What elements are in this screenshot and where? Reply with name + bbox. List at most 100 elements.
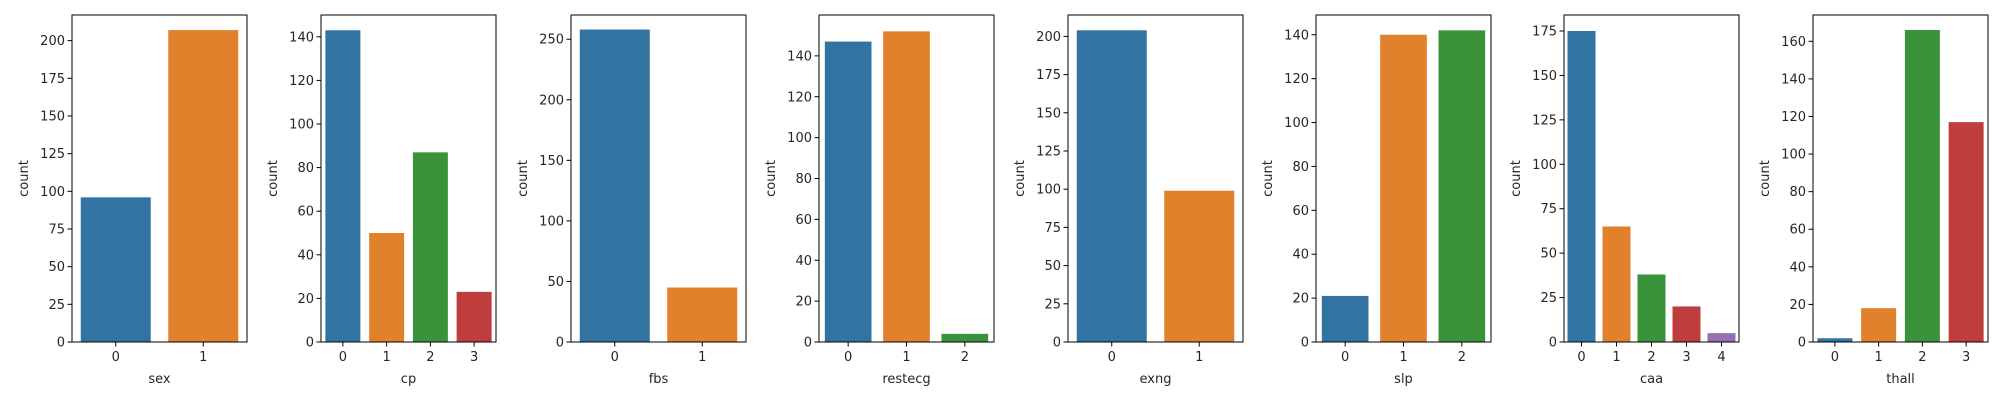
bar-cp-2 [412,152,448,342]
bar-slp-2 [1438,30,1486,343]
y-tick-label: 140 [289,30,314,45]
x-tick-label: 2 [1647,350,1655,365]
axes-frame [1812,14,1989,343]
y-tick-label: 20 [1789,298,1806,313]
x-tick-label: 1 [1874,350,1882,365]
bar-caa-1 [1602,226,1631,342]
y-tick-label: 120 [787,90,812,105]
y-tick-label: 140 [1781,72,1806,87]
y-axis-label: count [764,160,779,197]
y-tick-label: 80 [1292,160,1309,175]
y-tick-label: 50 [1044,259,1061,274]
bar-exng-1 [1164,190,1235,342]
y-tick-label: 0 [804,336,812,351]
y-tick-label: 140 [787,49,812,64]
bar-thall-3 [1948,122,1984,343]
y-tick-label: 60 [1292,204,1309,219]
y-axis-label: count [1013,160,1028,197]
x-tick-label: 4 [1717,350,1725,365]
y-tick-label: 100 [787,131,812,146]
y-tick-label: 175 [1036,68,1061,83]
y-tick-label: 0 [1549,336,1557,351]
y-tick-label: 120 [289,74,314,89]
subplot-cp: 0 20 40 60 80 100 120 140 0 1 2 3 cp count [266,14,497,387]
x-axis-label: thall [1886,372,1915,387]
y-tick-label: 0 [1053,336,1061,351]
x-tick-label: 1 [902,350,910,365]
x-axis-label: restecg [882,372,930,387]
y-tick-label: 50 [1540,247,1557,262]
y-tick-label: 150 [40,109,65,124]
x-tick-label: 2 [961,350,969,365]
bar-caa-3 [1672,306,1701,342]
subplot-restecg: 0 20 40 60 80 100 120 140 0 1 2 restecg count [764,14,995,387]
y-tick-label: 60 [795,213,812,228]
bar-restecg-1 [883,31,930,342]
x-axis-label: cp [401,372,416,387]
y-tick-label: 80 [795,172,812,187]
x-tick-label: 0 [339,350,347,365]
subplot-exng: 0 25 50 75 100 125 150 175 200 0 1 exng count [1013,14,1244,387]
y-tick-label: 100 [1532,158,1557,173]
x-tick-label: 1 [199,350,207,365]
y-axis-label: count [17,160,32,197]
y-tick-label: 25 [1044,297,1061,312]
y-tick-label: 150 [1532,69,1557,84]
y-tick-label: 0 [57,336,65,351]
bar-caa-4 [1707,333,1736,342]
x-tick-label: 1 [1612,350,1620,365]
x-tick-label: 2 [1918,350,1926,365]
y-tick-label: 200 [1036,30,1061,45]
y-tick-label: 75 [48,222,65,237]
y-tick-label: 20 [1292,292,1309,307]
x-tick-label: 2 [1458,350,1466,365]
y-tick-label: 100 [40,185,65,200]
y-tick-label: 60 [1789,223,1806,238]
subplot-thall: 0 20 40 60 80 100 120 140 160 0 1 2 3 thall count [1758,14,1989,387]
subplot-caa: 0 25 50 75 100 125 150 175 0 1 2 3 4 caa count [1509,14,1740,387]
axes-frame [71,14,248,343]
y-tick-label: 175 [40,72,65,87]
x-tick-label: 1 [1399,350,1407,365]
y-tick-label: 20 [795,295,812,310]
bar-slp-1 [1380,34,1427,342]
x-axis-label: exng [1140,372,1172,387]
x-tick-label: 0 [112,350,120,365]
y-tick-label: 125 [1036,144,1061,159]
y-tick-label: 160 [1781,35,1806,50]
x-tick-label: 1 [382,350,390,365]
y-tick-label: 80 [1789,185,1806,200]
y-axis-label: count [266,160,281,197]
axes-frame [320,14,497,343]
y-tick-label: 80 [297,161,314,176]
x-axis-label: sex [148,372,171,387]
x-tick-label: 0 [1108,350,1116,365]
y-tick-label: 120 [1781,110,1806,125]
axes-frame [1067,14,1244,343]
y-tick-label: 200 [40,34,65,49]
y-axis-label: count [1261,160,1276,197]
x-tick-label: 0 [1577,350,1585,365]
y-tick-label: 100 [289,118,314,133]
y-tick-label: 100 [1781,148,1806,163]
y-tick-label: 60 [297,205,314,220]
y-tick-label: 20 [297,292,314,307]
y-tick-label: 150 [539,154,564,169]
x-tick-label: 3 [1962,350,1970,365]
bar-exng-0 [1076,30,1147,343]
x-axis-label: fbs [649,372,669,387]
y-tick-label: 75 [1044,221,1061,236]
y-tick-label: 100 [1036,183,1061,198]
subplot-slp: 0 20 40 60 80 100 120 140 0 1 2 slp count [1261,14,1492,387]
bar-caa-2 [1637,274,1666,342]
y-tick-label: 50 [547,275,564,290]
y-tick-label: 125 [1532,113,1557,128]
y-axis-label: count [516,160,531,197]
x-axis-label: caa [1640,372,1663,387]
bar-restecg-2 [941,333,989,342]
y-tick-label: 200 [539,93,564,108]
y-tick-label: 150 [1036,106,1061,121]
x-tick-label: 1 [1195,350,1203,365]
y-tick-label: 250 [539,33,564,48]
